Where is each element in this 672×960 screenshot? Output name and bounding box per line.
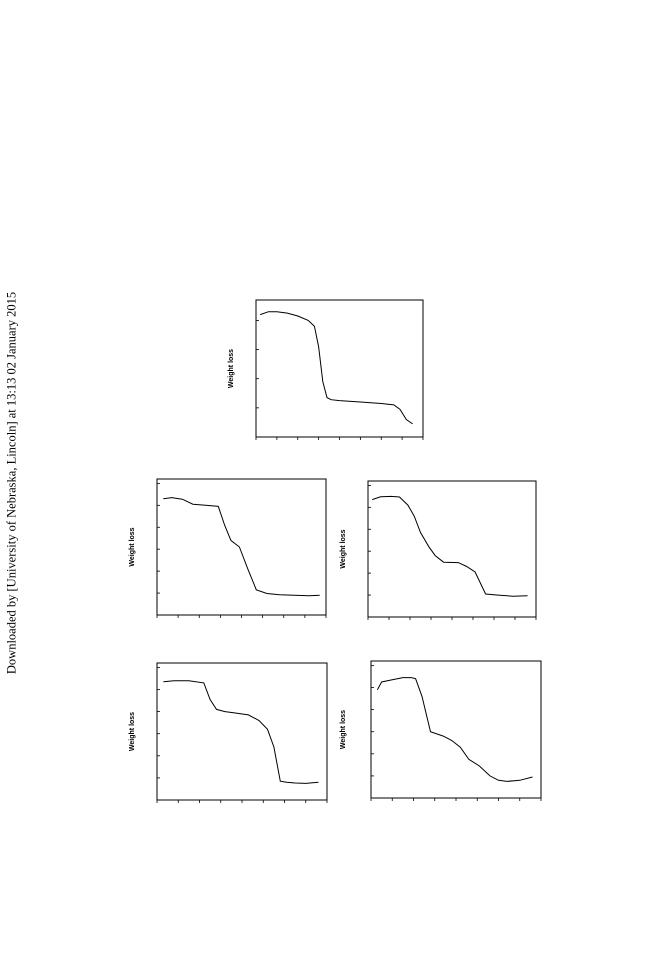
plot-frame bbox=[367, 480, 537, 618]
y-axis-label: Weight loss bbox=[228, 349, 235, 388]
plot-frame bbox=[255, 299, 424, 438]
weight-loss-curve bbox=[372, 495, 528, 597]
y-axis-label: Weight loss bbox=[129, 527, 136, 566]
chart-middle-left: Weight loss bbox=[129, 478, 327, 618]
plot-frame bbox=[370, 660, 542, 799]
chart-middle-right: Weight loss bbox=[340, 480, 537, 620]
y-axis-label: Weight loss bbox=[340, 529, 347, 568]
y-axis-label: Weight loss bbox=[129, 712, 136, 751]
chart-top: Weight loss bbox=[228, 299, 424, 440]
chart-bottom-left: Weight loss bbox=[129, 662, 328, 803]
chart-bottom-right: Weight loss bbox=[340, 660, 542, 801]
weight-loss-curve bbox=[163, 497, 320, 597]
weight-loss-curve bbox=[163, 680, 319, 784]
weight-loss-curve bbox=[376, 677, 533, 782]
weight-loss-curve bbox=[260, 311, 413, 425]
plot-frame bbox=[156, 662, 328, 801]
y-axis-label: Weight loss bbox=[340, 710, 347, 749]
